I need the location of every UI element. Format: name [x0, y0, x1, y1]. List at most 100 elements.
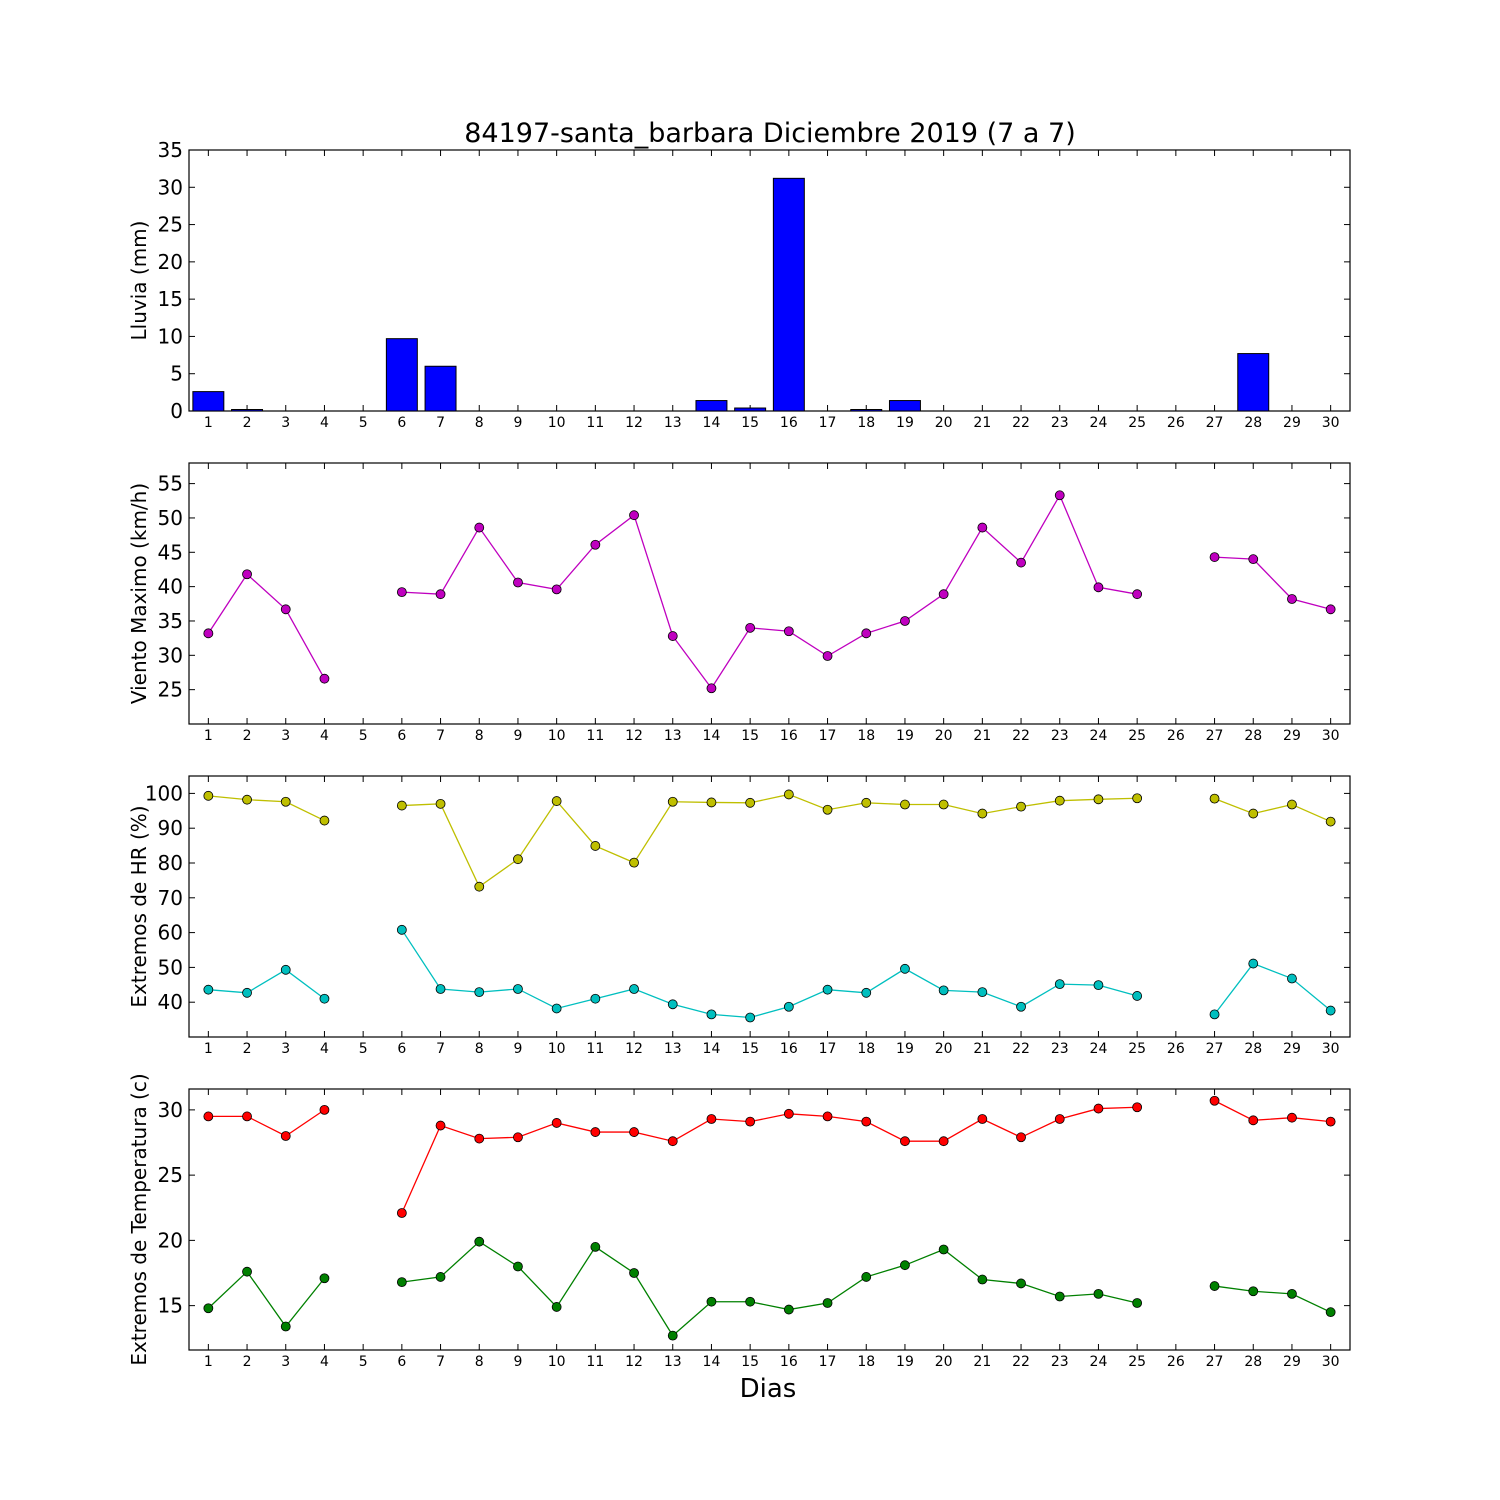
- series-line-0: [401, 493, 1138, 690]
- data-point: [590, 539, 601, 550]
- y-tick-label: 80: [158, 851, 183, 875]
- data-point: [1016, 1001, 1026, 1012]
- data-point: [551, 1003, 562, 1014]
- x-tick-label: 22: [1012, 1354, 1030, 1370]
- data-point: [861, 628, 872, 639]
- data-point: [319, 673, 330, 684]
- data-point: [861, 797, 872, 808]
- rain-bar: [1237, 353, 1270, 412]
- x-tick-label: 14: [703, 1354, 721, 1370]
- data-point: [977, 1114, 988, 1124]
- x-tick-label: 12: [625, 415, 643, 431]
- series-line-1: [1214, 1285, 1331, 1313]
- x-tick-label: 21: [973, 728, 991, 744]
- y-tick-label: 15: [158, 287, 183, 311]
- y-tick-label: 20: [158, 250, 183, 274]
- data-point: [1093, 1288, 1104, 1299]
- x-tick-label: 5: [359, 728, 368, 744]
- data-point: [1287, 799, 1297, 810]
- x-axis-label: Dias: [740, 1374, 797, 1404]
- data-point: [203, 790, 214, 801]
- y-tick-label: 35: [158, 138, 183, 162]
- data-point: [900, 1136, 910, 1147]
- y-axis-label: Extremos de Temperatura (c): [127, 1073, 151, 1365]
- x-tick-label: 29: [1283, 1354, 1301, 1370]
- data-point: [396, 1208, 407, 1218]
- x-tick-label: 11: [586, 728, 604, 744]
- y-tick-label: 50: [158, 506, 183, 530]
- data-point: [667, 1136, 678, 1147]
- x-tick-label: 24: [1090, 1354, 1108, 1370]
- data-point: [1054, 795, 1065, 806]
- data-point: [1287, 1112, 1297, 1123]
- data-point: [629, 1127, 639, 1137]
- x-tick-label: 3: [281, 1041, 290, 1057]
- x-tick-label: 16: [780, 1354, 798, 1370]
- x-tick-label: 30: [1322, 415, 1340, 431]
- data-point: [1093, 980, 1104, 991]
- data-point: [319, 1273, 330, 1284]
- data-point: [977, 1274, 988, 1285]
- data-point: [435, 1272, 446, 1282]
- x-tick-label: 27: [1206, 1354, 1224, 1370]
- data-point: [242, 1266, 252, 1277]
- plot-frame: [188, 1088, 1351, 1351]
- x-tick-label: 23: [1051, 1041, 1069, 1057]
- data-point: [551, 796, 562, 806]
- data-point: [1209, 552, 1220, 562]
- y-tick-label: 40: [158, 990, 183, 1014]
- data-point: [938, 985, 949, 996]
- x-tick-label: 24: [1090, 1041, 1108, 1057]
- x-tick-label: 9: [513, 1041, 522, 1057]
- y-tick-label: 30: [158, 643, 183, 667]
- y-tick-label: 10: [158, 324, 183, 348]
- y-axis-label: Viento Maximo (km/h): [127, 483, 151, 704]
- data-point: [551, 584, 562, 595]
- data-point: [1209, 1095, 1220, 1106]
- y-tick-label: 25: [158, 678, 183, 702]
- data-point: [822, 1111, 833, 1122]
- data-point: [1248, 1286, 1259, 1297]
- data-point: [513, 577, 523, 588]
- x-tick-label: 19: [896, 1354, 914, 1370]
- data-point: [706, 1296, 717, 1307]
- x-tick-label: 1: [204, 415, 213, 431]
- x-tick-label: 14: [703, 728, 721, 744]
- x-tick-label: 15: [741, 1041, 759, 1057]
- x-tick-label: 15: [741, 728, 759, 744]
- x-tick-label: 21: [973, 1041, 991, 1057]
- data-point: [1325, 604, 1336, 615]
- x-tick-label: 13: [664, 1354, 682, 1370]
- data-point: [1248, 958, 1259, 969]
- x-tick-label: 19: [896, 415, 914, 431]
- x-tick-label: 22: [1012, 415, 1030, 431]
- x-tick-label: 6: [397, 415, 406, 431]
- x-tick-label: 5: [359, 1354, 368, 1370]
- data-point: [667, 999, 678, 1010]
- data-point: [1209, 1281, 1220, 1291]
- data-point: [745, 1012, 756, 1023]
- x-tick-label: 18: [857, 1354, 875, 1370]
- y-tick-label: 40: [158, 575, 183, 599]
- rain-bar: [888, 400, 921, 412]
- x-tick-label: 8: [475, 728, 484, 744]
- x-tick-label: 13: [664, 415, 682, 431]
- x-tick-label: 17: [819, 415, 837, 431]
- data-point: [822, 651, 833, 661]
- data-point: [822, 1298, 833, 1308]
- x-tick-label: 9: [513, 728, 522, 744]
- data-point: [861, 987, 872, 998]
- data-point: [1054, 490, 1065, 501]
- x-tick-label: 28: [1244, 1041, 1262, 1057]
- x-tick-label: 17: [819, 728, 837, 744]
- data-point: [1132, 793, 1143, 804]
- x-tick-label: 18: [857, 728, 875, 744]
- data-point: [590, 993, 601, 1004]
- data-point: [242, 794, 252, 805]
- data-point: [319, 1104, 330, 1115]
- data-point: [783, 789, 794, 800]
- data-point: [280, 796, 291, 807]
- data-point: [1132, 589, 1143, 600]
- rain-bar: [695, 400, 728, 412]
